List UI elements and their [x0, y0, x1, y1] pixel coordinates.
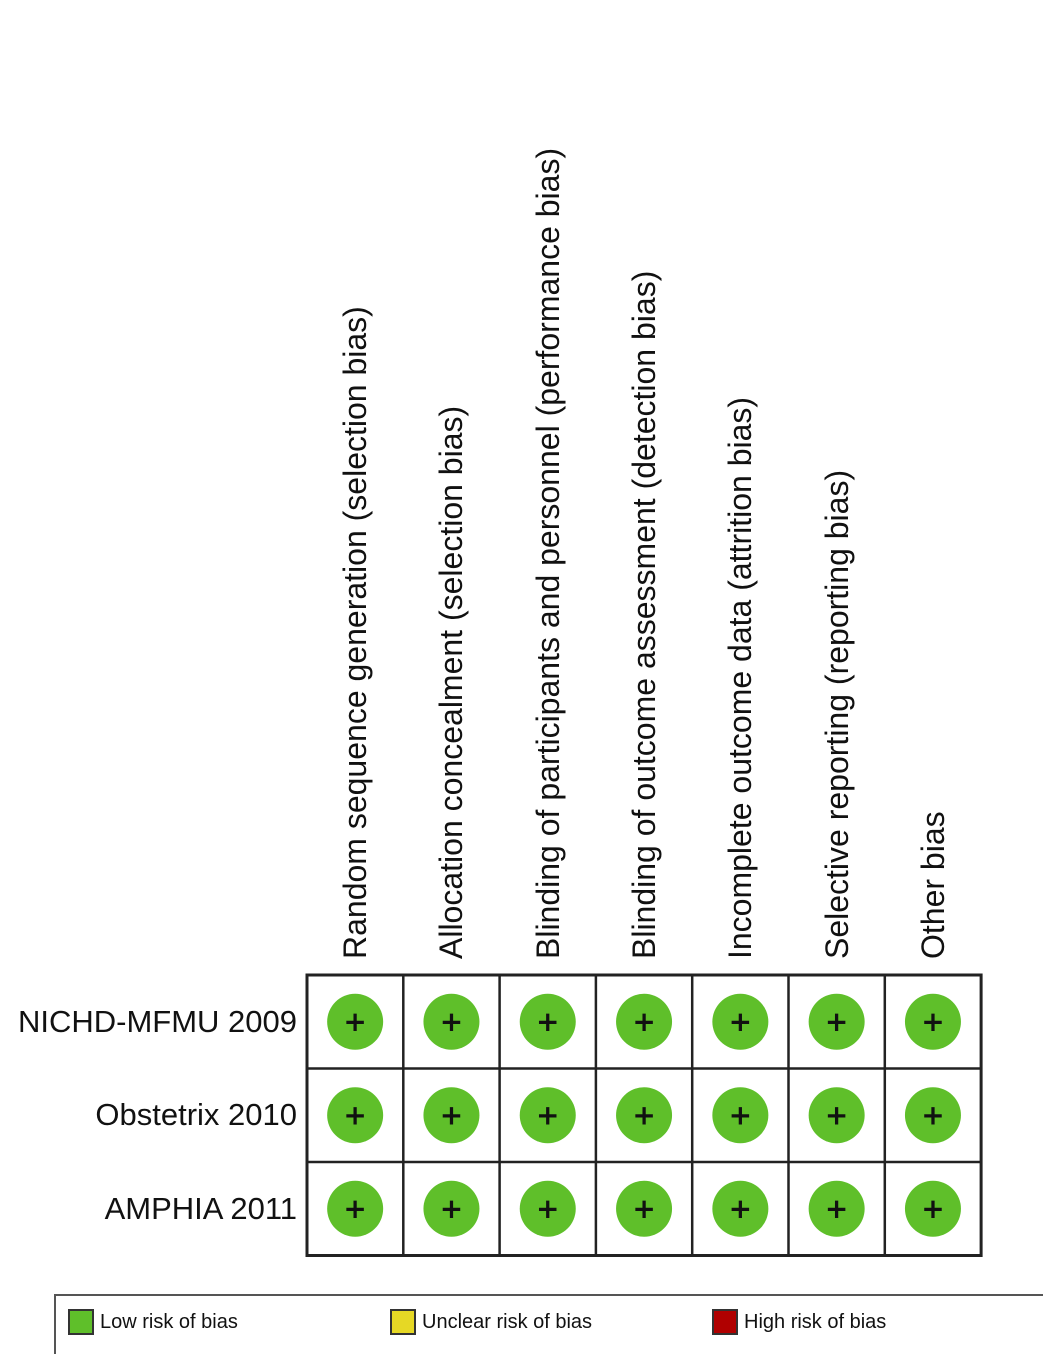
- risk-circle: [519, 1180, 576, 1237]
- risk-cell-low-risk: +: [519, 1180, 576, 1237]
- risk-symbol: +: [921, 1192, 944, 1225]
- risk-cell-low-risk: +: [904, 1180, 961, 1237]
- risk-symbol: +: [632, 1005, 655, 1038]
- legend-label: Low risk of bias: [100, 1310, 238, 1333]
- risk-symbol: +: [632, 1098, 655, 1131]
- risk-cell-low-risk: +: [712, 1087, 769, 1144]
- risk-symbol: +: [729, 1005, 752, 1038]
- row-label: NICHD-MFMU 2009: [17, 1003, 297, 1039]
- legend-item: Low risk of bias: [68, 1308, 238, 1336]
- risk-cell-low-risk: +: [327, 993, 384, 1050]
- column-label: Allocation concealment (selection bias): [433, 405, 470, 959]
- risk-cell-low-risk: +: [327, 1180, 384, 1237]
- risk-symbol: +: [343, 1192, 366, 1225]
- risk-symbol: +: [921, 1098, 944, 1131]
- legend-swatch: [390, 1309, 416, 1335]
- risk-symbol: +: [536, 1005, 559, 1038]
- risk-circle: [904, 993, 961, 1050]
- risk-cell-low-risk: +: [808, 1087, 865, 1144]
- risk-cell-low-risk: +: [616, 1087, 673, 1144]
- risk-symbol: +: [921, 1005, 944, 1038]
- risk-symbol: +: [729, 1192, 752, 1225]
- row-label: Obstetrix 2010: [95, 1097, 297, 1133]
- risk-cell-low-risk: +: [808, 1180, 865, 1237]
- risk-cell-low-risk: +: [423, 1087, 480, 1144]
- risk-cell-low-risk: +: [904, 993, 961, 1050]
- legend-label: Unclear risk of bias: [422, 1310, 593, 1333]
- risk-symbol: +: [825, 1005, 848, 1038]
- row-label: AMPHIA 2011: [104, 1190, 297, 1226]
- risk-cell-low-risk: +: [423, 993, 480, 1050]
- column-label: Incomplete outcome data (attrition bias): [722, 396, 759, 959]
- grid-border: [305, 973, 983, 1257]
- risk-symbol: +: [536, 1192, 559, 1225]
- risk-circle: [712, 1180, 769, 1237]
- risk-cell-low-risk: +: [423, 1180, 480, 1237]
- risk-circle: [327, 993, 384, 1050]
- risk-cell-low-risk: +: [519, 993, 576, 1050]
- legend-swatch: [68, 1309, 94, 1335]
- risk-symbol: +: [825, 1192, 848, 1225]
- risk-circle: [616, 1180, 673, 1237]
- risk-circle: [519, 1087, 576, 1144]
- risk-symbol: +: [343, 1098, 366, 1131]
- legend-item: High risk of bias: [712, 1308, 886, 1336]
- risk-cell-low-risk: +: [712, 1180, 769, 1237]
- risk-cell-low-risk: +: [904, 1087, 961, 1144]
- risk-circle: [904, 1087, 961, 1144]
- risk-circle: [808, 1087, 865, 1144]
- risk-symbol: +: [825, 1098, 848, 1131]
- column-label: Selective reporting (reporting bias): [818, 469, 855, 959]
- risk-circle: [423, 993, 480, 1050]
- risk-circle: [616, 1087, 673, 1144]
- risk-cell-low-risk: +: [712, 993, 769, 1050]
- risk-cell-low-risk: +: [616, 1180, 673, 1237]
- risk-circle: [712, 1087, 769, 1144]
- risk-circle: [904, 1180, 961, 1237]
- legend-item: Unclear risk of bias: [390, 1308, 592, 1336]
- risk-cell-low-risk: +: [327, 1087, 384, 1144]
- legend-label: High risk of bias: [744, 1310, 887, 1333]
- risk-circle: [519, 993, 576, 1050]
- risk-symbol: +: [440, 1005, 463, 1038]
- risk-circle: [808, 993, 865, 1050]
- risk-circle: [327, 1087, 384, 1144]
- risk-symbol: +: [632, 1192, 655, 1225]
- risk-circle: [616, 993, 673, 1050]
- column-label: Blinding of participants and personnel (…: [529, 147, 566, 959]
- risk-circle: [423, 1180, 480, 1237]
- risk-symbol: +: [440, 1192, 463, 1225]
- column-label: Blinding of outcome assessment (detectio…: [626, 270, 663, 959]
- risk-circle: [327, 1180, 384, 1237]
- legend-box: [54, 1294, 1043, 1354]
- risk-cell-low-risk: +: [616, 993, 673, 1050]
- risk-circle: [808, 1180, 865, 1237]
- risk-symbol: +: [729, 1098, 752, 1131]
- legend-swatch: [712, 1309, 738, 1335]
- risk-circle: [712, 993, 769, 1050]
- risk-cell-low-risk: +: [519, 1087, 576, 1144]
- risk-cell-low-risk: +: [808, 993, 865, 1050]
- column-label: Random sequence generation (selection bi…: [337, 306, 374, 959]
- risk-symbol: +: [343, 1005, 366, 1038]
- risk-circle: [423, 1087, 480, 1144]
- risk-symbol: +: [440, 1098, 463, 1131]
- column-label: Other bias: [914, 811, 951, 959]
- risk-symbol: +: [536, 1098, 559, 1131]
